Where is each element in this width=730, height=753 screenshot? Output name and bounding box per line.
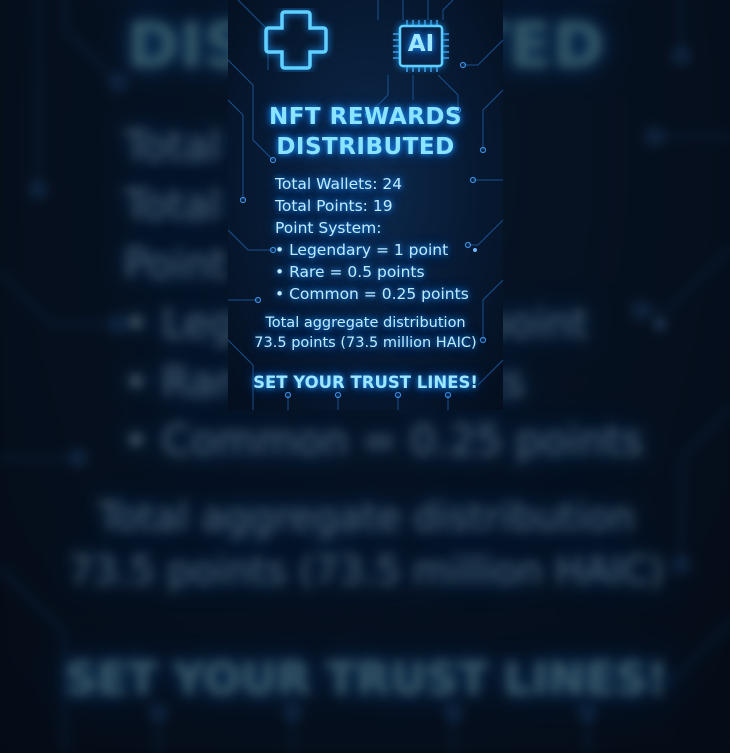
medical-cross-icon	[264, 10, 328, 70]
circuit-background	[228, 0, 503, 410]
aggregate-line-2: 73.5 points (73.5 million HAIC)	[254, 335, 477, 351]
total-wallets: Total Wallets: 24	[275, 175, 403, 193]
bg-aggregate-line-2: 73.5 points (73.5 million HAIC)	[68, 551, 665, 595]
video-frame[interactable]: AI NFT REWARDS DISTRIBUTED Total Wallets…	[228, 0, 503, 410]
bg-aggregate-line-1: Total aggregate distribution	[97, 498, 635, 541]
chip-label: AI	[407, 31, 435, 57]
call-to-action: SET YOUR TRUST LINES!	[253, 373, 478, 392]
bg-common-item: • Common = 0.25 points	[123, 417, 644, 466]
title-line-1: NFT REWARDS	[268, 104, 463, 130]
point-system-heading: Point System:	[275, 219, 382, 237]
total-points: Total Points: 19	[275, 197, 393, 215]
bg-call-to-action: SET YOUR TRUST LINES!	[65, 653, 668, 705]
legendary-item: • Legendary = 1 point	[275, 241, 449, 259]
title-line-2: DISTRIBUTED	[276, 134, 455, 160]
common-item: • Common = 0.25 points	[275, 285, 469, 303]
ai-chip-icon: AI	[391, 18, 451, 74]
rare-item: • Rare = 0.5 points	[275, 263, 425, 281]
aggregate-line-1: Total aggregate distribution	[265, 315, 466, 331]
